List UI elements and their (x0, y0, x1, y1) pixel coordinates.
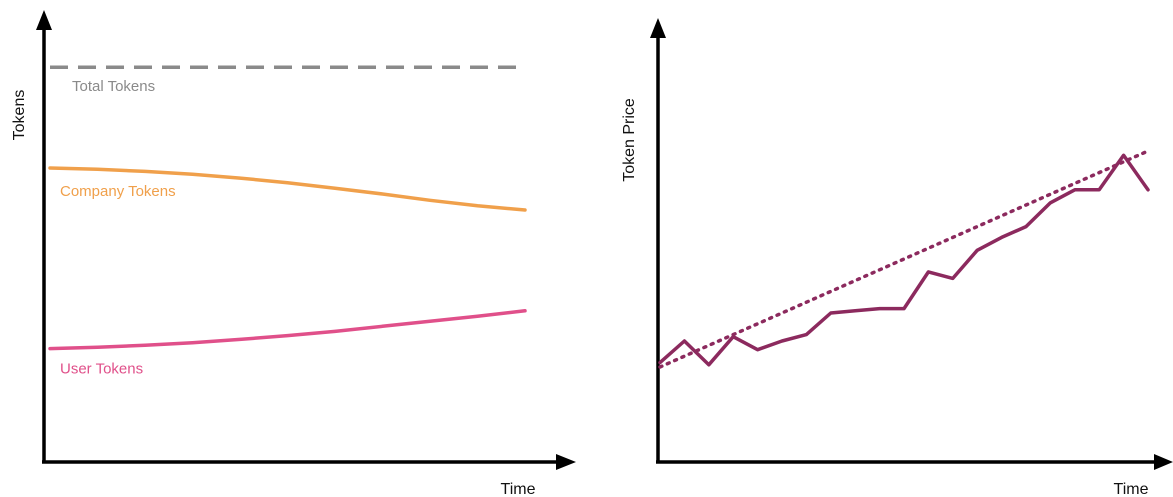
tokens-chart-x-label: Time (501, 481, 536, 497)
price-chart-y-arrow (650, 18, 666, 38)
price-chart: Token Price Time (621, 18, 1173, 497)
tokens-chart-y-label: Tokens (11, 90, 28, 141)
tokens-chart-x-arrow (556, 454, 576, 470)
price-chart-line-trend (658, 149, 1150, 369)
tokens-chart-label-user-tokens: User Tokens (60, 361, 143, 378)
price-chart-x-label: Time (1114, 481, 1149, 497)
price-chart-line-price (658, 153, 1150, 367)
tokens-chart-y-arrow (36, 10, 52, 30)
tokens-chart-label-total-tokens: Total Tokens (72, 78, 155, 95)
tokens-chart-line-user-tokens (48, 309, 527, 351)
tokens-chart: Tokens Time Total Tokens Company Tokens Us… (11, 10, 576, 497)
price-chart-y-label: Token Price (621, 98, 638, 182)
price-chart-x-arrow (1154, 454, 1173, 470)
tokens-chart-label-company-tokens: Company Tokens (60, 183, 176, 200)
tokens-chart-line-company-tokens (48, 166, 527, 212)
